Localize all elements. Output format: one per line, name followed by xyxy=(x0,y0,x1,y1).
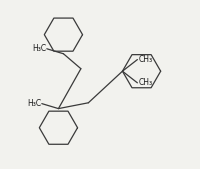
Text: H₃C: H₃C xyxy=(27,99,41,108)
Text: CH₃: CH₃ xyxy=(138,55,152,64)
Text: CH₃: CH₃ xyxy=(138,78,152,87)
Text: H₃C: H₃C xyxy=(32,44,46,53)
